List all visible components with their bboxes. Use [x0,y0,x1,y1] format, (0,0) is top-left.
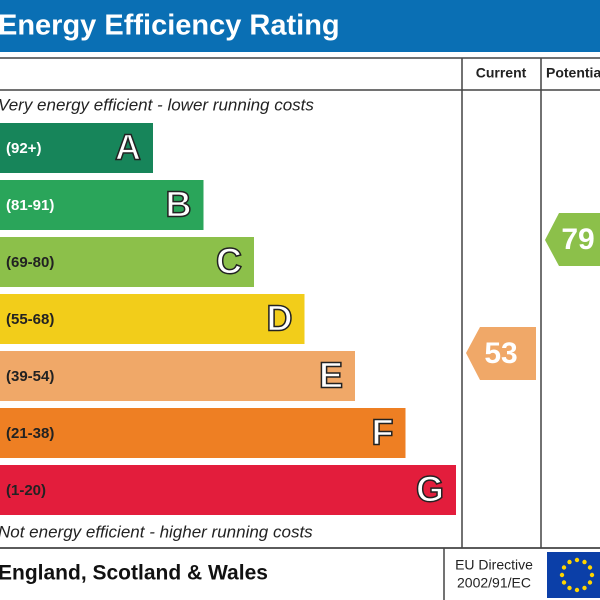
band-letter: F [372,412,394,453]
band-range: (92+) [6,140,41,157]
eu-star [574,587,580,593]
band-letter: E [319,355,343,396]
band-bar [0,294,305,344]
eu-star [567,585,572,591]
footer-region: England, Scotland & Wales [0,562,268,585]
column-header: Current [476,65,527,81]
band-letter: A [115,127,141,168]
band-bar [0,237,254,287]
eu-star [587,565,593,570]
title-bar [0,0,600,52]
potential-arrow [545,213,600,266]
eu-star [559,572,565,578]
band-letter: C [216,241,242,282]
eu-star [561,565,567,570]
eu-star [567,559,572,565]
band-letter: B [166,184,192,225]
top-note: Very energy efficient - lower running co… [0,95,314,114]
band-bar [0,408,406,458]
band-range: (21-38) [6,425,54,442]
directive: 2002/91/EC [457,575,531,591]
eu-star [587,580,593,585]
band-bar [0,180,204,230]
potential-value: 79 [561,223,594,256]
band-range: (69-80) [6,254,54,271]
current-value: 53 [484,337,517,370]
eu-star [582,585,587,591]
band-range: (39-54) [6,368,54,385]
band-letter: D [267,298,293,339]
band-range: (55-68) [6,311,54,328]
directive: EU Directive [455,557,533,573]
eu-star [589,572,595,578]
band-letter: G [416,469,444,510]
band-bar [0,351,355,401]
band-range: (1-20) [6,482,46,499]
eu-star [574,557,580,563]
bottom-note: Not energy efficient - higher running co… [0,522,313,541]
column-header: Potential [546,65,600,81]
band-bar [0,123,153,173]
band-bar [0,465,456,515]
current-arrow [466,327,536,380]
eu-star [582,559,587,565]
eu-star [561,580,567,585]
title: Energy Efficiency Rating [0,10,340,42]
band-range: (81-91) [6,197,54,214]
